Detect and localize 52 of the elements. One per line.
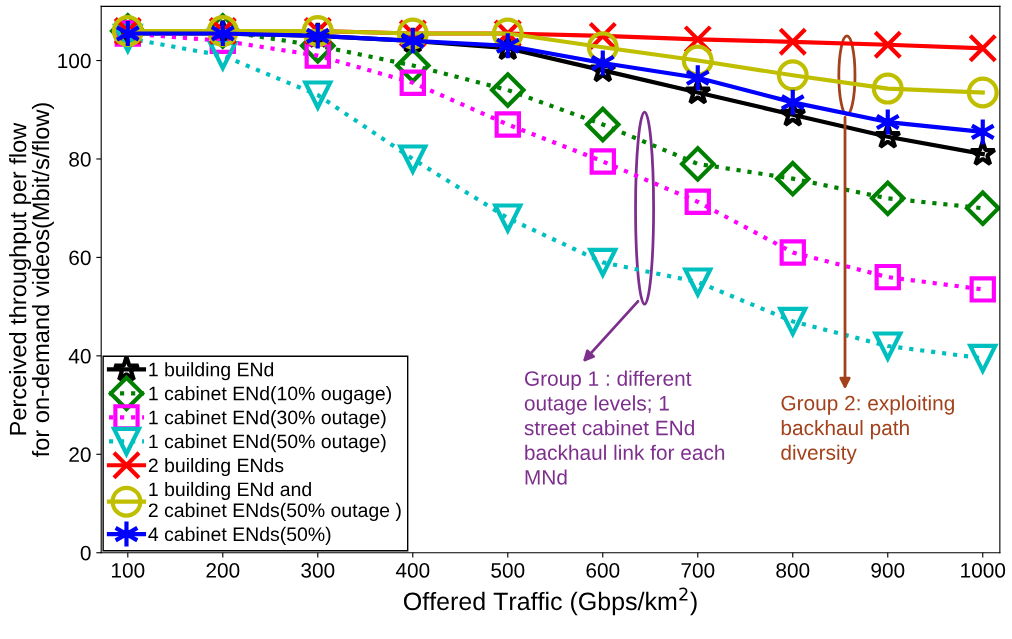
point (969, 276, 996, 303)
point (684, 63, 711, 93)
point (589, 148, 616, 175)
annotation: Group 1 : different outage levels; 1 street cabinet ENd backhaul link for each MNd (524, 370, 725, 485)
legend-label: 4 cabinet ENds(50%) (148, 526, 331, 545)
x-tick-label: 200 (206, 563, 240, 578)
annotation: Group 2: exploiting backhaul path diversity (781, 395, 954, 465)
point (779, 239, 806, 266)
point (871, 72, 904, 105)
point (964, 190, 1000, 226)
point (969, 117, 996, 147)
point (774, 160, 811, 197)
legend-label: 1 building ENd (149, 362, 274, 381)
y-tick-label: 40 (68, 348, 91, 364)
point (776, 59, 809, 92)
point (489, 72, 526, 108)
legend-label: 1 cabinet ENd(50% outage) (149, 434, 386, 453)
point (873, 30, 903, 60)
x-axis-title: Offered Traffic (Gbps/km$^{2}$) (403, 587, 697, 616)
x-tick-label: 800 (776, 563, 810, 578)
y-axis-title: Perceived throughput per flow for on-demand videos(Mbit/s/flow) (9, 103, 54, 458)
y-tick-label: 60 (69, 250, 91, 266)
x-tick-label: 600 (586, 563, 620, 578)
y-tick-label: 20 (69, 447, 91, 463)
legend-label: 1 cabinet ENd(10% ougage) (149, 386, 391, 405)
x-tick-label: 400 (395, 563, 430, 578)
y-tick-label: 100 (58, 53, 91, 69)
x-tick-label: 1000 (961, 563, 1006, 578)
point (684, 188, 711, 215)
x-tick-label: 300 (301, 563, 335, 578)
point (869, 180, 906, 217)
point (968, 33, 998, 63)
point (874, 107, 901, 137)
y-tick-label: 80 (69, 151, 91, 167)
legend-label: 2 building ENds (148, 457, 284, 477)
x-tick-label: 500 (491, 563, 525, 578)
point (679, 146, 716, 182)
point (494, 111, 521, 138)
point (589, 48, 616, 78)
x-tick-label: 700 (681, 563, 715, 578)
y-tick-label: 0 (80, 545, 91, 561)
point (779, 87, 806, 117)
x-tick-label: 900 (871, 563, 905, 578)
point (399, 69, 426, 96)
legend-label: 1 building ENd and 2 cabinet ENds(50% outage ) (148, 481, 401, 521)
point (966, 76, 999, 109)
point (968, 139, 997, 167)
point (778, 27, 808, 57)
point (584, 106, 621, 143)
point (874, 263, 901, 291)
legend-label: 1 cabinet ENd(30% outage) (149, 410, 386, 429)
x-tick-label: 100 (112, 563, 145, 578)
